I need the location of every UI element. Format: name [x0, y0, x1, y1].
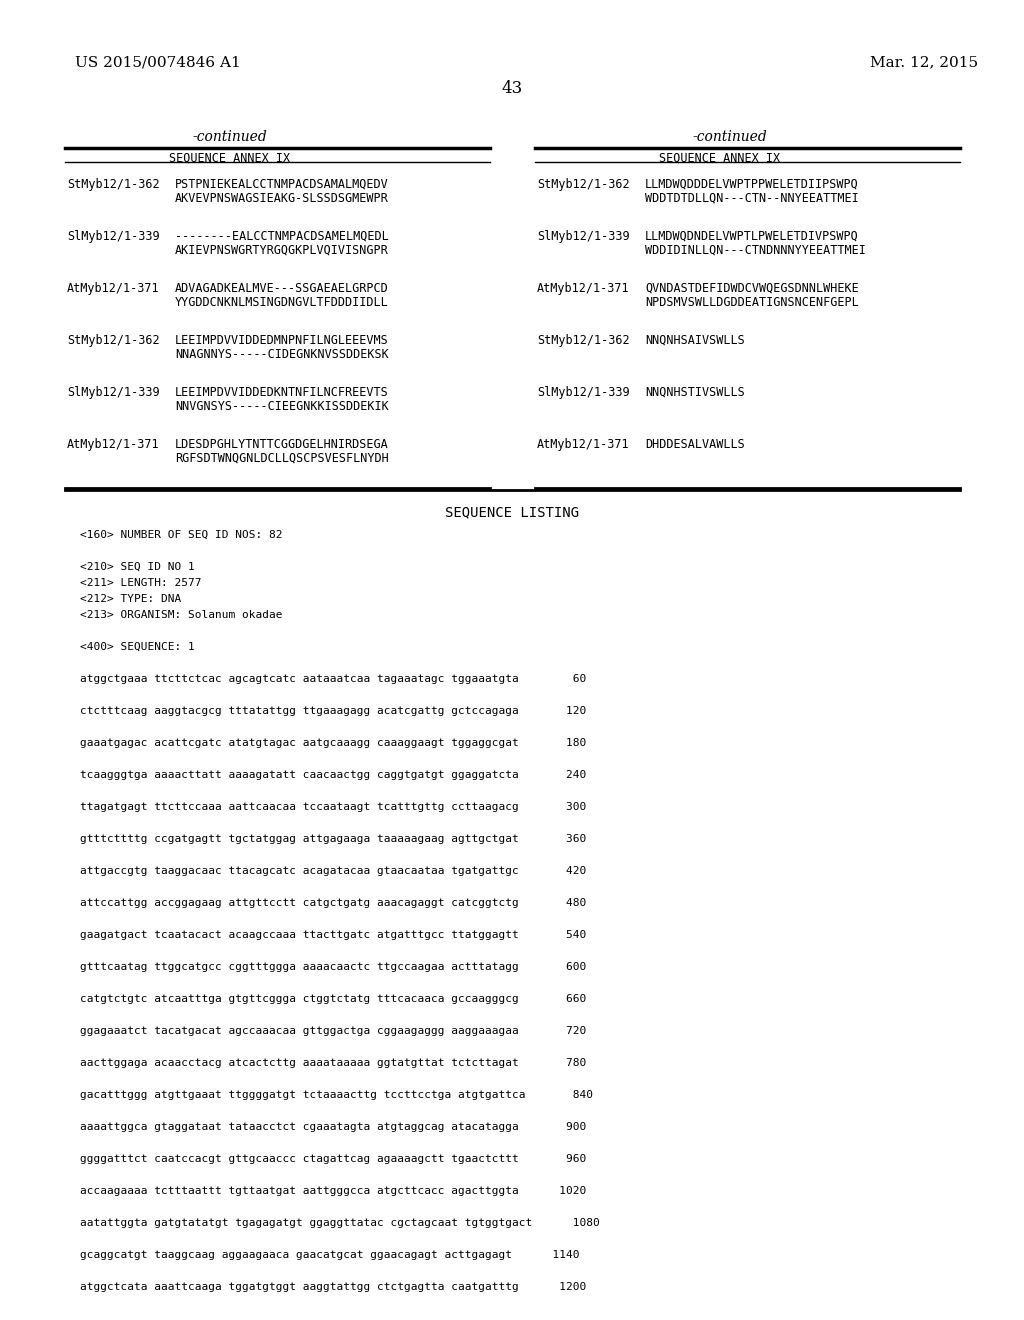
- Text: SEQUENCE ANNEX IX: SEQUENCE ANNEX IX: [169, 152, 291, 165]
- Text: aaaattggca gtaggataat tataacctct cgaaatagta atgtaggcag atacatagga       900: aaaattggca gtaggataat tataacctct cgaaata…: [80, 1122, 587, 1133]
- Text: NPDSMVSWLLDGDDEATIGNSNCENFGEPL: NPDSMVSWLLDGDDEATIGNSNCENFGEPL: [645, 296, 859, 309]
- Text: LEEIMPDVVIDDEDKNTNFILNCFREEVTS: LEEIMPDVVIDDEDKNTNFILNCFREEVTS: [175, 385, 389, 399]
- Text: ADVAGADKEALMVE---SSGAEAELGRPCD: ADVAGADKEALMVE---SSGAEAELGRPCD: [175, 282, 389, 294]
- Text: AtMyb12/1-371: AtMyb12/1-371: [537, 438, 630, 451]
- Text: RGFSDTWNQGNLDCLLQSCPSVESFLNYDH: RGFSDTWNQGNLDCLLQSCPSVESFLNYDH: [175, 451, 389, 465]
- Text: YYGDDCNKNLMSINGDNGVLTFDDDIIDLL: YYGDDCNKNLMSINGDNGVLTFDDDIIDLL: [175, 296, 389, 309]
- Text: attgaccgtg taaggacaac ttacagcatc acagatacaa gtaacaataa tgatgattgc       420: attgaccgtg taaggacaac ttacagcatc acagata…: [80, 866, 587, 876]
- Text: ggagaaatct tacatgacat agccaaacaa gttggactga cggaagaggg aaggaaagaa       720: ggagaaatct tacatgacat agccaaacaa gttggac…: [80, 1026, 587, 1036]
- Text: WDDIDINLLQN---CTNDNNNYYEEATTMEI: WDDIDINLLQN---CTNDNNNYYEEATTMEI: [645, 244, 866, 257]
- Text: LLMDWQDNDELVWPTLPWELETDIVPSWPQ: LLMDWQDNDELVWPTLPWELETDIVPSWPQ: [645, 230, 859, 243]
- Text: <160> NUMBER OF SEQ ID NOS: 82: <160> NUMBER OF SEQ ID NOS: 82: [80, 531, 283, 540]
- Text: LLMDWQDDDELVWPTPPWELETDIIPSWPQ: LLMDWQDDDELVWPTPPWELETDIIPSWPQ: [645, 178, 859, 191]
- Text: ctctttcaag aaggtacgcg tttatattgg ttgaaagagg acatcgattg gctccagaga       120: ctctttcaag aaggtacgcg tttatattgg ttgaaag…: [80, 706, 587, 715]
- Text: AtMyb12/1-371: AtMyb12/1-371: [537, 282, 630, 294]
- Text: aatattggta gatgtatatgt tgagagatgt ggaggttatac cgctagcaat tgtggtgact      1080: aatattggta gatgtatatgt tgagagatgt ggaggt…: [80, 1218, 600, 1228]
- Text: PSTPNIEKEALCCTNMPACDSAMALMQEDV: PSTPNIEKEALCCTNMPACDSAMALMQEDV: [175, 178, 389, 191]
- Text: SlMyb12/1-339: SlMyb12/1-339: [67, 230, 160, 243]
- Text: LEEIMPDVVIDDEDMNPNFILNGLEEEVMS: LEEIMPDVVIDDEDMNPNFILNGLEEEVMS: [175, 334, 389, 347]
- Text: SEQUENCE LISTING: SEQUENCE LISTING: [445, 506, 579, 519]
- Text: gaaatgagac acattcgatc atatgtagac aatgcaaagg caaaggaagt tggaggcgat       180: gaaatgagac acattcgatc atatgtagac aatgcaa…: [80, 738, 587, 748]
- Text: StMyb12/1-362: StMyb12/1-362: [67, 334, 160, 347]
- Text: NNQNHSTIVSWLLS: NNQNHSTIVSWLLS: [645, 385, 744, 399]
- Text: <400> SEQUENCE: 1: <400> SEQUENCE: 1: [80, 642, 195, 652]
- Text: SlMyb12/1-339: SlMyb12/1-339: [537, 385, 630, 399]
- Text: SlMyb12/1-339: SlMyb12/1-339: [67, 385, 160, 399]
- Text: atggctgaaa ttcttctcac agcagtcatc aataaatcaa tagaaatagc tggaaatgta        60: atggctgaaa ttcttctcac agcagtcatc aataaat…: [80, 675, 587, 684]
- Text: SEQUENCE ANNEX IX: SEQUENCE ANNEX IX: [659, 152, 780, 165]
- Text: ggggatttct caatccacgt gttgcaaccc ctagattcag agaaaagctt tgaactcttt       960: ggggatttct caatccacgt gttgcaaccc ctagatt…: [80, 1154, 587, 1164]
- Text: catgtctgtc atcaatttga gtgttcggga ctggtctatg tttcacaaca gccaagggcg       660: catgtctgtc atcaatttga gtgttcggga ctggtct…: [80, 994, 587, 1005]
- Text: 43: 43: [502, 81, 522, 96]
- Text: NNQNHSAIVSWLLS: NNQNHSAIVSWLLS: [645, 334, 744, 347]
- Text: ttagatgagt ttcttccaaa aattcaacaa tccaataagt tcatttgttg ccttaagacg       300: ttagatgagt ttcttccaaa aattcaacaa tccaata…: [80, 803, 587, 812]
- Text: AtMyb12/1-371: AtMyb12/1-371: [67, 438, 160, 451]
- Text: DHDDESALVAWLLS: DHDDESALVAWLLS: [645, 438, 744, 451]
- Text: Mar. 12, 2015: Mar. 12, 2015: [870, 55, 978, 69]
- Text: AtMyb12/1-371: AtMyb12/1-371: [67, 282, 160, 294]
- Text: atggctcata aaattcaaga tggatgtggt aaggtattgg ctctgagtta caatgatttg      1200: atggctcata aaattcaaga tggatgtggt aaggtat…: [80, 1282, 587, 1292]
- Text: AKIEVPNSWGRTYRGQGKPLVQIVISNGPR: AKIEVPNSWGRTYRGQGKPLVQIVISNGPR: [175, 244, 389, 257]
- Text: StMyb12/1-362: StMyb12/1-362: [537, 178, 630, 191]
- Text: <213> ORGANISM: Solanum okadae: <213> ORGANISM: Solanum okadae: [80, 610, 283, 620]
- Text: aacttggaga acaacctacg atcactcttg aaaataaaaa ggtatgttat tctcttagat       780: aacttggaga acaacctacg atcactcttg aaaataa…: [80, 1059, 587, 1068]
- Text: LDESDPGHLYTNTTCGGDGELHNIRDSEGA: LDESDPGHLYTNTTCGGDGELHNIRDSEGA: [175, 438, 389, 451]
- Text: QVNDASTDEFIDWDCVWQEGSDNNLWHEKE: QVNDASTDEFIDWDCVWQEGSDNNLWHEKE: [645, 282, 859, 294]
- Text: gacatttggg atgttgaaat ttggggatgt tctaaaacttg tccttcctga atgtgattca       840: gacatttggg atgttgaaat ttggggatgt tctaaaa…: [80, 1090, 593, 1100]
- Text: --------EALCCTNMPACDSAMELMQEDL: --------EALCCTNMPACDSAMELMQEDL: [175, 230, 389, 243]
- Text: -continued: -continued: [193, 129, 267, 144]
- Text: tcaagggtga aaaacttatt aaaagatatt caacaactgg caggtgatgt ggaggatcta       240: tcaagggtga aaaacttatt aaaagatatt caacaac…: [80, 770, 587, 780]
- Text: AKVEVPNSWAGSIEAKG-SLSSDSGMEWPR: AKVEVPNSWAGSIEAKG-SLSSDSGMEWPR: [175, 191, 389, 205]
- Text: US 2015/0074846 A1: US 2015/0074846 A1: [75, 55, 241, 69]
- Text: StMyb12/1-362: StMyb12/1-362: [67, 178, 160, 191]
- Text: StMyb12/1-362: StMyb12/1-362: [537, 334, 630, 347]
- Text: NNAGNNYS-----CIDEGNKNVSSDDEKSK: NNAGNNYS-----CIDEGNKNVSSDDEKSK: [175, 348, 389, 360]
- Text: <211> LENGTH: 2577: <211> LENGTH: 2577: [80, 578, 202, 587]
- Text: gtttcttttg ccgatgagtt tgctatggag attgagaaga taaaaagaag agttgctgat       360: gtttcttttg ccgatgagtt tgctatggag attgaga…: [80, 834, 587, 843]
- Text: accaagaaaa tctttaattt tgttaatgat aattgggcca atgcttcacc agacttggta      1020: accaagaaaa tctttaattt tgttaatgat aattggg…: [80, 1185, 587, 1196]
- Text: gtttcaatag ttggcatgcc cggtttggga aaaacaactc ttgccaagaa actttatagg       600: gtttcaatag ttggcatgcc cggtttggga aaaacaa…: [80, 962, 587, 972]
- Text: WDDTDTDLLQN---CTN--NNYEEATTMEI: WDDTDTDLLQN---CTN--NNYEEATTMEI: [645, 191, 859, 205]
- Text: SlMyb12/1-339: SlMyb12/1-339: [537, 230, 630, 243]
- Text: NNVGNSYS-----CIEEGNKKISSDDEKIK: NNVGNSYS-----CIEEGNKKISSDDEKIK: [175, 400, 389, 413]
- Text: gaagatgact tcaatacact acaagccaaa ttacttgatc atgatttgcc ttatggagtt       540: gaagatgact tcaatacact acaagccaaa ttacttg…: [80, 931, 587, 940]
- Text: <210> SEQ ID NO 1: <210> SEQ ID NO 1: [80, 562, 195, 572]
- Text: -continued: -continued: [692, 129, 767, 144]
- Text: <212> TYPE: DNA: <212> TYPE: DNA: [80, 594, 181, 605]
- Text: attccattgg accggagaag attgttcctt catgctgatg aaacagaggt catcggtctg       480: attccattgg accggagaag attgttcctt catgctg…: [80, 898, 587, 908]
- Text: gcaggcatgt taaggcaag aggaagaaca gaacatgcat ggaacagagt acttgagagt      1140: gcaggcatgt taaggcaag aggaagaaca gaacatgc…: [80, 1250, 580, 1261]
